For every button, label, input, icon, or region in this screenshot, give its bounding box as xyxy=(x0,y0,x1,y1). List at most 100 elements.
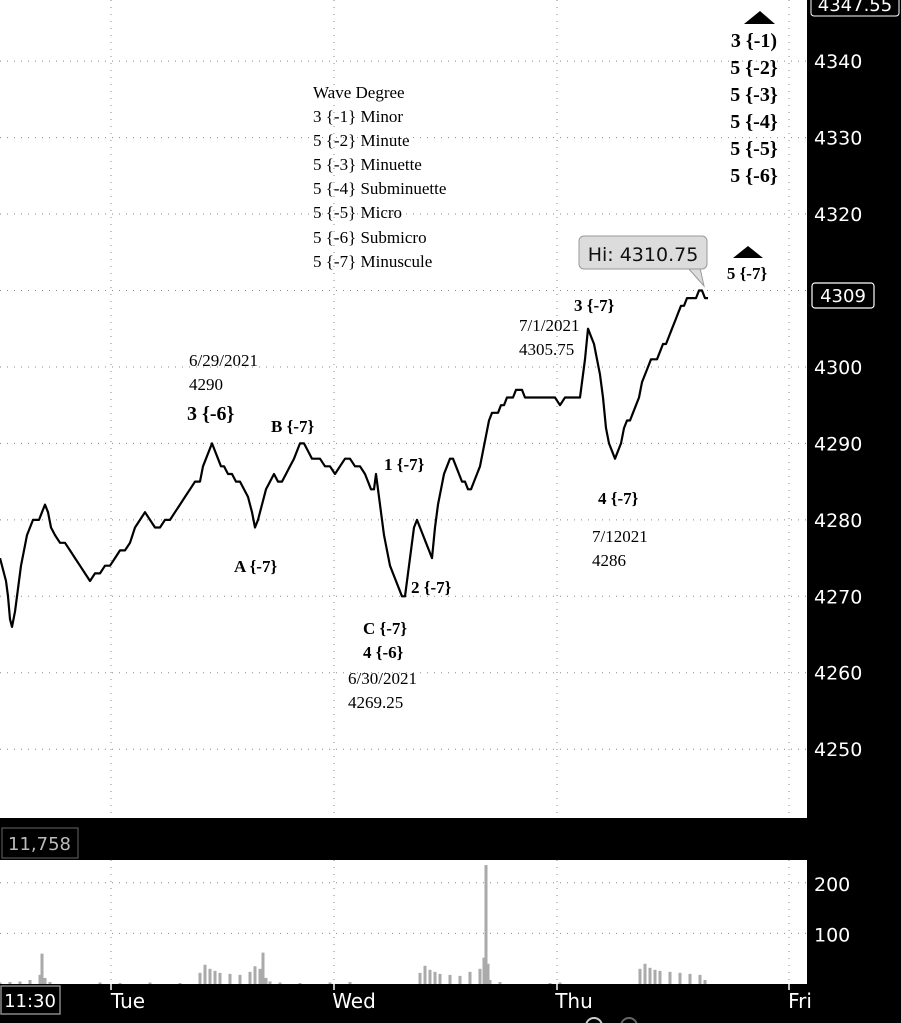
wave-degree-legend: Wave Degree 3 {-1} Minor 5 {-2} Minute 5… xyxy=(313,83,446,271)
volume-bar xyxy=(40,953,44,984)
volume-bar xyxy=(268,981,272,984)
y-tick-label: 4280 xyxy=(814,510,862,532)
volume-bar xyxy=(448,974,452,984)
volume-bar xyxy=(638,968,642,984)
volume-panel xyxy=(0,860,808,984)
volume-bar xyxy=(548,982,552,984)
legend-item: 5 {-6} Submicro xyxy=(313,228,427,247)
volume-bar xyxy=(0,982,2,984)
wave-label: 5 {-4} xyxy=(730,111,778,133)
volume-bar xyxy=(258,968,262,984)
y-tick-label: 4290 xyxy=(814,433,862,455)
volume-bar xyxy=(418,972,422,984)
volume-bar xyxy=(668,971,672,984)
y-tick-label: 4270 xyxy=(814,586,862,608)
volume-bar xyxy=(438,973,442,984)
legend-item: 5 {-7} Minuscule xyxy=(313,252,432,271)
volume-bar xyxy=(653,969,657,984)
right-wave-stack: 3 {-1) 5 {-2} 5 {-3} 5 {-4} 5 {-5} 5 {-6… xyxy=(730,30,778,187)
date-annotation: 7/1/2021 xyxy=(519,316,579,335)
volume-bar xyxy=(238,974,242,984)
time-readout: 11:30 xyxy=(4,991,56,1012)
time-axis: Tue Wed Thu Fri xyxy=(110,984,812,1013)
y-tick-label: 4250 xyxy=(814,739,862,761)
wave-label: 3 {-1) xyxy=(731,30,777,52)
wave-arrow-up-icon xyxy=(733,246,763,258)
volume-bar xyxy=(688,973,692,984)
volume-bar xyxy=(43,977,47,984)
wave-label: 3 {-7} xyxy=(574,296,615,315)
time-readout-box xyxy=(0,985,61,1015)
volume-bar xyxy=(208,968,212,984)
y-tick-label: 4320 xyxy=(814,204,862,226)
volume-bars xyxy=(0,865,707,984)
volume-bar xyxy=(264,977,268,984)
volume-bar xyxy=(48,981,52,984)
volume-bar xyxy=(228,973,232,984)
volume-bar xyxy=(8,981,12,984)
high-callout: Hi: 4310.75 xyxy=(578,235,708,288)
volume-bar xyxy=(18,981,22,984)
wave-label: 2 {-7} xyxy=(411,578,452,597)
volume-bar xyxy=(253,966,257,984)
volume-bar xyxy=(458,975,462,984)
legend-title: Wave Degree xyxy=(313,83,405,102)
volume-bar xyxy=(38,974,42,984)
wave-label-5-7: 5 {-7} xyxy=(727,264,768,283)
volume-bar xyxy=(328,982,332,984)
volume-bar xyxy=(118,982,122,984)
y-tick-label: 4340 xyxy=(814,51,862,73)
volume-bar xyxy=(203,964,207,984)
volume-bar xyxy=(298,982,302,984)
wave-label: 4 {-7} xyxy=(598,489,639,508)
wave-label: C {-7} xyxy=(363,619,407,638)
volume-readout-box xyxy=(1,827,79,859)
wave-label: 4 {-6} xyxy=(363,643,404,662)
price-series-line xyxy=(0,289,708,628)
top-price-label: 4347.55 xyxy=(818,0,892,16)
y-tick-label: 4300 xyxy=(814,357,862,379)
legend-item: 5 {-5} Micro xyxy=(313,203,402,222)
volume-bar xyxy=(248,971,252,984)
wave-label: 3 {-6} xyxy=(187,403,235,425)
volume-readout: 11,758 xyxy=(8,834,71,855)
wave-label: A {-7} xyxy=(234,557,277,576)
volume-bar xyxy=(484,865,488,984)
x-tick-label: Fri xyxy=(788,989,812,1013)
wave-arrow-up-icon xyxy=(744,11,775,24)
last-price-box xyxy=(811,282,875,309)
volume-bar xyxy=(648,967,652,984)
price-annotation: 4269.25 xyxy=(348,693,403,712)
volume-bar xyxy=(478,968,482,984)
wave-label: 5 {-2} xyxy=(730,57,778,79)
volume-bar xyxy=(643,963,647,984)
wave-label: 5 {-5} xyxy=(730,138,778,160)
price-axis: 4250426042704280429043004310432043304340 xyxy=(814,51,862,761)
volume-bar xyxy=(213,970,217,984)
wave-label: B {-7} xyxy=(271,417,314,436)
legend-item: 5 {-3} Minuette xyxy=(313,155,422,174)
top-price-box xyxy=(810,0,900,17)
nav-indicator-icon[interactable] xyxy=(585,1017,603,1023)
price-panel xyxy=(0,0,808,818)
volume-bar xyxy=(278,982,282,984)
x-tick-label: Tue xyxy=(110,989,145,1013)
nav-indicator-icon[interactable] xyxy=(620,1017,638,1023)
volume-bar xyxy=(98,982,102,984)
high-callout-box xyxy=(578,235,708,270)
volume-bar xyxy=(261,952,265,984)
volume-bar xyxy=(428,969,432,984)
volume-bar xyxy=(468,971,472,984)
high-callout-text: Hi: 4310.75 xyxy=(588,244,699,266)
volume-bar xyxy=(348,981,352,984)
volume-bar xyxy=(498,981,502,984)
date-annotation: 7/12021 xyxy=(592,527,648,546)
volume-header xyxy=(0,818,808,858)
volume-bar xyxy=(558,982,562,984)
volume-bar xyxy=(658,970,662,984)
date-annotation: 6/30/2021 xyxy=(348,669,417,688)
price-annotation: 4305.75 xyxy=(519,340,574,359)
volume-bar xyxy=(488,979,492,984)
volume-bar xyxy=(703,979,707,984)
